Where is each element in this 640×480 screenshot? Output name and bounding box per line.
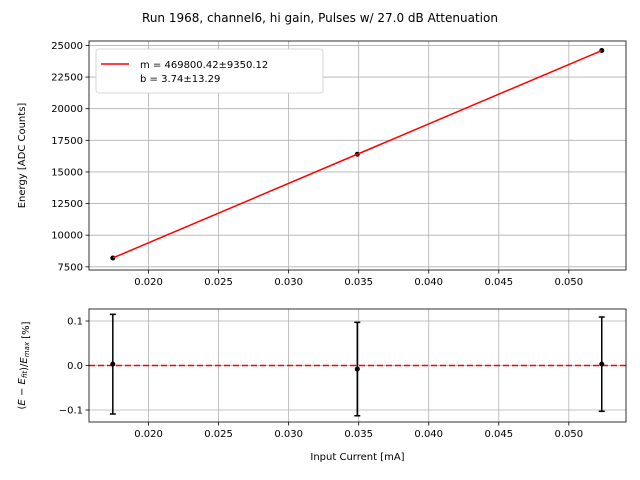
x-tick-label: 0.050 [555,277,584,288]
x-tick-label: 0.045 [484,277,513,288]
y-axis-label: (E − Efit)/Emax [%] [17,321,32,409]
residual-point [110,361,116,367]
y-tick-label: 15000 [51,167,83,178]
y-tick-label: 17500 [51,136,83,147]
y-axis-label: Energy [ADC Counts] [17,103,28,209]
x-tick-label: 0.030 [274,429,303,440]
x-tick-label: 0.030 [274,277,303,288]
x-tick-label: 0.045 [484,429,513,440]
x-tick-label: 0.035 [344,277,373,288]
x-tick-label: 0.035 [344,429,373,440]
fit-line [112,49,603,259]
x-tick-label: 0.025 [204,277,233,288]
y-tick-label: 0.1 [67,317,83,328]
y-tick-label: 22500 [51,73,83,84]
residual-point [599,361,605,367]
y-tick-label: 12500 [51,199,83,210]
x-axis-label: Input Current [mA] [310,452,404,463]
y-tick-label: −0.1 [59,405,83,416]
legend-entry: b = 3.74±13.29 [140,74,220,85]
x-tick-label: 0.020 [134,277,163,288]
axes-frame [88,308,627,423]
x-tick-label: 0.050 [555,429,584,440]
y-tick-label: 10000 [51,231,83,242]
x-tick-label: 0.020 [134,429,163,440]
residual-panel: 0.020 0.025 0.030 0.035 0.040 0.045 0.050 −0.1 0… [17,308,627,463]
axes-frame [88,40,627,271]
y-tick-label: 25000 [51,41,83,52]
y-tick-label: 20000 [51,104,83,115]
legend: m = 469800.42±9350.12 b = 3.74±13.29 [95,48,324,94]
chart-title: Run 1968, channel6, hi gain, Pulses w/ 2… [142,11,498,25]
energy-panel: 0.020 0.025 0.030 0.035 0.040 0.045 0.050 7500 1… [17,40,627,288]
x-tick-label: 0.040 [414,429,443,440]
y-tick-label: 7500 [58,262,83,273]
y-tick-label: 0.0 [67,361,83,372]
legend-box [95,48,324,94]
residual-point [354,366,360,372]
x-tick-label: 0.025 [204,429,233,440]
x-tick-label: 0.040 [414,277,443,288]
legend-entry: m = 469800.42±9350.12 [140,60,268,71]
